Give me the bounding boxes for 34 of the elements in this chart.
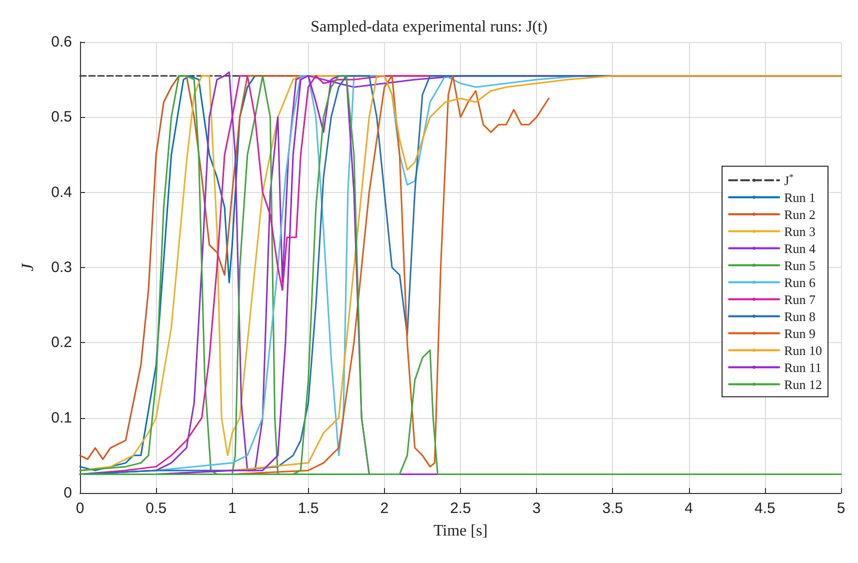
x-tick-label: 2.5 (450, 500, 471, 517)
x-tick-label: 5 (836, 500, 846, 517)
x-tick-label: 3 (532, 500, 541, 517)
x-axis-title: Time [s] (433, 522, 488, 540)
y-tick-label: 0.4 (51, 184, 72, 201)
legend-label: Run 11 (784, 360, 822, 375)
x-tick-label: 4 (684, 500, 693, 517)
legend-label: Run 10 (784, 342, 822, 358)
y-tick-label: 0.6 (51, 34, 72, 50)
y-tick-label: 0 (64, 484, 72, 502)
y-tick-label: 0.3 (51, 259, 72, 276)
legend-label: Run 6 (784, 274, 816, 290)
legend-label: Run 1 (784, 190, 816, 205)
legend-label: Run 4 (784, 240, 816, 256)
y-tick-label: 0.1 (51, 409, 72, 426)
x-tick-label: 1.5 (298, 500, 319, 517)
x-tick-label: 1 (228, 500, 236, 517)
y-axis-title: J (18, 262, 37, 272)
legend-label: Run 3 (784, 224, 816, 239)
x-tick-label: 4.5 (754, 500, 776, 517)
x-tick-label: 0.5 (146, 500, 167, 517)
x-tick-label: 2 (380, 500, 389, 517)
legend-label: Run 7 (784, 292, 816, 307)
legend-label: Run 5 (784, 258, 816, 273)
x-tick-label: 3.5 (602, 500, 624, 517)
legend-label: Run 12 (784, 376, 822, 392)
legend-label: Run 9 (784, 326, 816, 341)
legend-label: Run 8 (784, 308, 816, 324)
y-tick-label: 0.5 (51, 108, 72, 126)
legend-label: Run 2 (784, 206, 816, 222)
x-tick-label: 0 (76, 500, 84, 517)
legend-label: J* (784, 172, 794, 188)
chart-title: Sampled-data experimental runs: J(t) (310, 18, 548, 36)
y-tick-label: 0.2 (51, 334, 72, 352)
